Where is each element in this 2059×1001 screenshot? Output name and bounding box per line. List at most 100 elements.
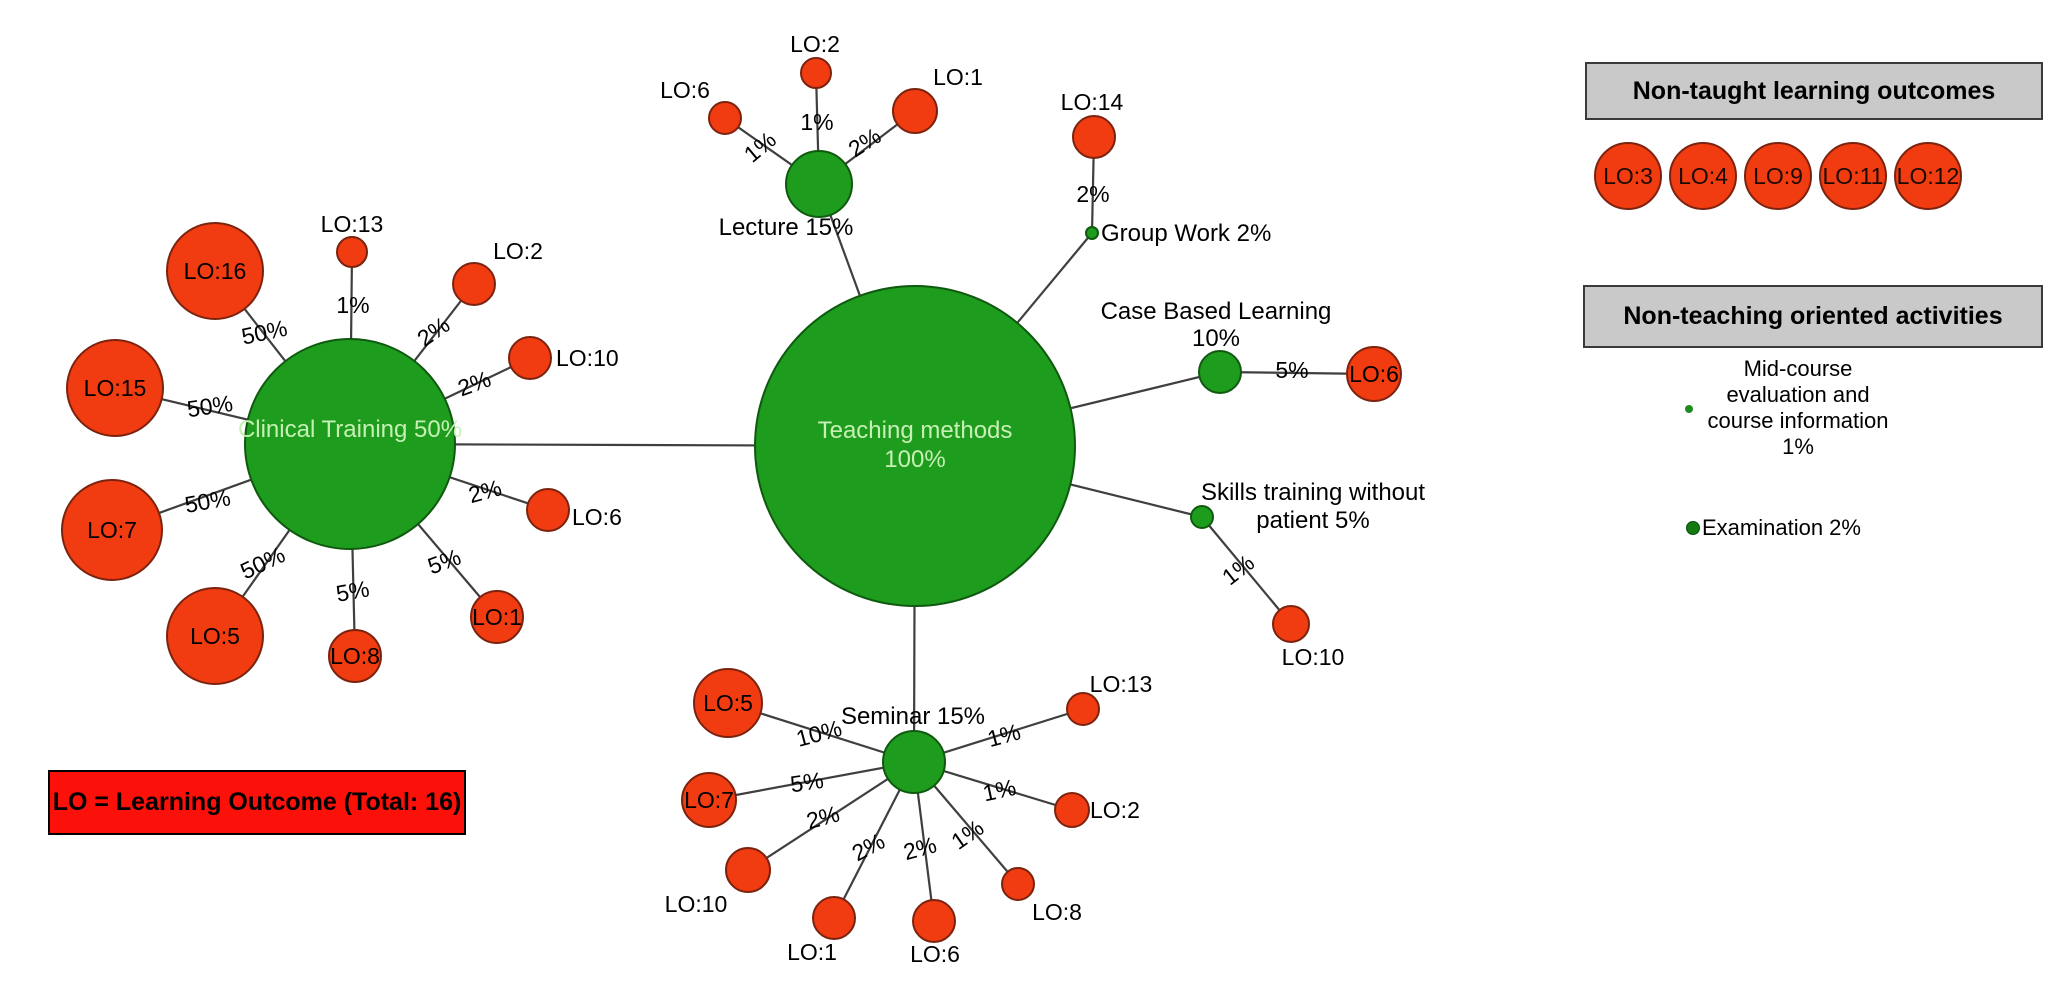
node-clinical bbox=[244, 338, 456, 550]
midcourse-dot-icon bbox=[1685, 405, 1693, 413]
non-taught-circles: LO:3 LO:4 LO:9 LO:11 LO:12 bbox=[1594, 142, 1962, 210]
label-s5-label: LO:5 bbox=[703, 690, 753, 716]
node-s10 bbox=[725, 847, 771, 893]
label-lecture-label: Lecture 15% bbox=[719, 214, 854, 241]
label-c13-label: LO:13 bbox=[321, 211, 384, 237]
edge-label-clinical-c16: 50% bbox=[239, 315, 289, 350]
label-l1-label: LO:1 bbox=[933, 64, 983, 90]
label-clinical-label: Clinical Training 50% bbox=[238, 416, 462, 443]
edge-label-lecture-l1: 2% bbox=[844, 122, 886, 162]
label-c15-label: LO:15 bbox=[84, 375, 147, 401]
label-teaching-line2: 100% bbox=[884, 446, 945, 473]
midcourse-label: Mid-course evaluation and course informa… bbox=[1690, 356, 1906, 460]
edge-label-seminar-s10: 2% bbox=[804, 800, 843, 834]
node-g14 bbox=[1072, 115, 1116, 159]
node-c15 bbox=[66, 339, 164, 437]
node-sk10 bbox=[1272, 605, 1310, 643]
label-g14-label: LO:14 bbox=[1061, 89, 1124, 115]
label-cb6-label: LO:6 bbox=[1349, 361, 1399, 387]
label-l2-label: LO:2 bbox=[790, 31, 840, 57]
node-teaching bbox=[754, 285, 1076, 607]
label-s13-label: LO:13 bbox=[1090, 671, 1153, 697]
non-taught-lo-9: LO:9 bbox=[1744, 142, 1812, 210]
edge-label-seminar-s7: 5% bbox=[789, 767, 826, 797]
edge-label-seminar-s1: 2% bbox=[847, 828, 889, 867]
edge-label-lecture-l2: 1% bbox=[800, 109, 833, 135]
edge-skills-sk10 bbox=[1201, 516, 1292, 625]
label-c7-label: LO:7 bbox=[87, 517, 137, 543]
label-c10-label: LO:10 bbox=[556, 345, 619, 371]
label-s1-label: LO:1 bbox=[787, 939, 837, 965]
edge-label-seminar-s8: 1% bbox=[946, 814, 988, 854]
edge-label-seminar-s5: 10% bbox=[793, 715, 844, 752]
node-l6 bbox=[708, 101, 742, 135]
label-casebased-label2: 10% bbox=[1192, 325, 1240, 352]
label-c2-label: LO:2 bbox=[493, 238, 543, 264]
label-s2-label: LO:2 bbox=[1090, 797, 1140, 823]
node-cb6 bbox=[1346, 346, 1402, 402]
edge-label-seminar-s2: 1% bbox=[980, 774, 1018, 806]
label-sk10-label: LO:10 bbox=[1282, 644, 1345, 670]
label-groupwork-label: Group Work 2% bbox=[1101, 220, 1271, 247]
non-taught-lo-12: LO:12 bbox=[1894, 142, 1962, 210]
edge-label-casebased-cb6: 5% bbox=[1275, 357, 1308, 383]
legend-box: LO = Learning Outcome (Total: 16) bbox=[48, 770, 466, 835]
edge-label-clinical-c10: 2% bbox=[454, 366, 494, 402]
edge-label-clinical-c5: 50% bbox=[236, 541, 289, 584]
midcourse-line-2: evaluation and bbox=[1726, 382, 1870, 407]
node-c1 bbox=[470, 590, 524, 644]
edge-seminar-s10 bbox=[747, 761, 915, 871]
node-seminar bbox=[882, 730, 946, 794]
non-taught-lo-3: LO:3 bbox=[1594, 142, 1662, 210]
label-c8-label: LO:8 bbox=[330, 643, 380, 669]
edge-label-clinical-c13: 1% bbox=[336, 292, 369, 318]
edge-label-clinical-c8: 5% bbox=[334, 575, 371, 606]
label-s8-label: LO:8 bbox=[1032, 899, 1082, 925]
label-casebased-label1: Case Based Learning bbox=[1101, 298, 1332, 325]
edge-label-seminar-s6: 2% bbox=[901, 831, 940, 865]
edge-label-skills-sk10: 1% bbox=[1217, 549, 1259, 590]
node-s7 bbox=[681, 772, 737, 828]
label-s10-label: LO:10 bbox=[665, 891, 728, 917]
node-casebased bbox=[1198, 350, 1242, 394]
node-c10 bbox=[508, 336, 552, 380]
node-s1 bbox=[812, 896, 856, 940]
midcourse-line-4: 1% bbox=[1782, 434, 1814, 459]
node-c2 bbox=[452, 262, 496, 306]
examination-label: Examination 2% bbox=[1702, 515, 1861, 540]
label-l6-label: LO:6 bbox=[660, 77, 710, 103]
edge-label-clinical-c1: 5% bbox=[424, 544, 464, 580]
label-teaching-line1: Teaching methods bbox=[818, 417, 1013, 444]
edge-label-clinical-c6: 2% bbox=[466, 474, 505, 508]
label-skills-label1: Skills training without bbox=[1201, 479, 1425, 506]
node-s2 bbox=[1054, 792, 1090, 828]
node-c5 bbox=[166, 587, 264, 685]
node-s6 bbox=[912, 899, 956, 943]
node-c13 bbox=[336, 236, 368, 268]
label-c16-label: LO:16 bbox=[184, 258, 247, 284]
node-l2 bbox=[800, 57, 832, 89]
label-s6-label: LO:6 bbox=[910, 941, 960, 967]
node-lecture bbox=[785, 150, 853, 218]
node-c16 bbox=[166, 222, 264, 320]
node-s5 bbox=[693, 668, 763, 738]
node-s8 bbox=[1001, 867, 1035, 901]
edge-label-groupwork-g14: 2% bbox=[1076, 181, 1109, 207]
edge-label-seminar-s13: 1% bbox=[985, 718, 1024, 752]
label-c6-label: LO:6 bbox=[572, 504, 622, 530]
label-s7-label: LO:7 bbox=[684, 787, 734, 813]
midcourse-line-3: course information bbox=[1707, 408, 1889, 433]
label-c5-label: LO:5 bbox=[190, 623, 240, 649]
non-taught-header: Non-taught learning outcomes bbox=[1585, 62, 2043, 120]
non-teaching-header: Non-teaching oriented activities bbox=[1583, 285, 2043, 348]
node-s13 bbox=[1066, 692, 1100, 726]
node-skills bbox=[1190, 505, 1214, 529]
edge-label-clinical-c15: 50% bbox=[185, 390, 234, 422]
label-skills-label2: patient 5% bbox=[1256, 507, 1369, 534]
node-c7 bbox=[61, 479, 163, 581]
label-c1-label: LO:1 bbox=[472, 604, 522, 630]
examination-dot-icon bbox=[1686, 521, 1700, 535]
midcourse-line-1: Mid-course bbox=[1743, 356, 1853, 381]
